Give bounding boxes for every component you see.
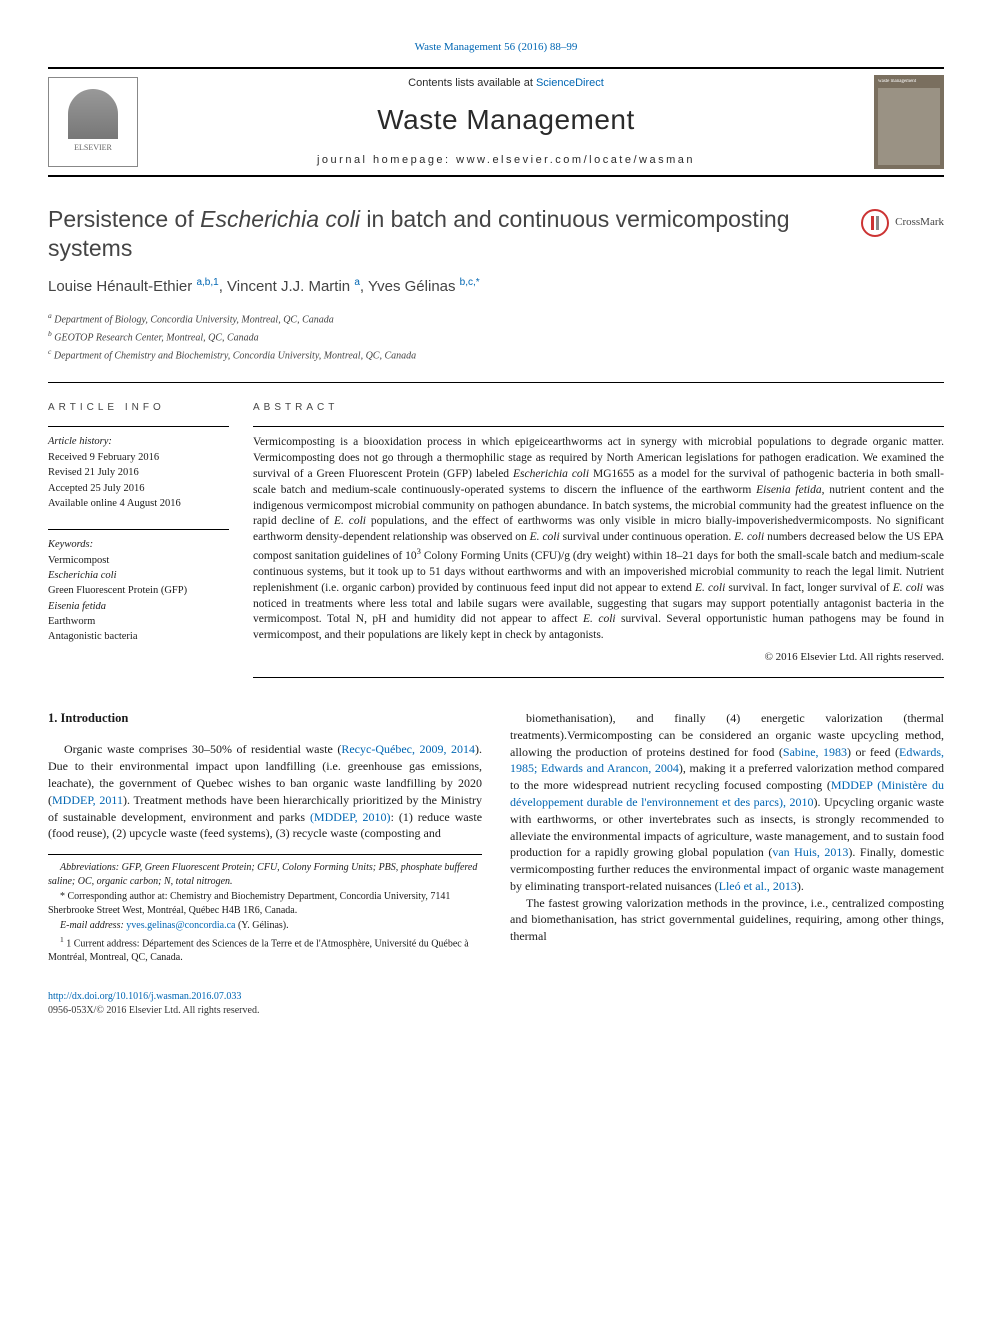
abstract-heading: abstract bbox=[253, 401, 944, 415]
elsevier-tree-icon bbox=[68, 89, 118, 139]
journal-homepage: journal homepage: www.elsevier.com/locat… bbox=[156, 153, 856, 168]
affiliations: a Department of Biology, Concordia Unive… bbox=[48, 310, 944, 364]
body-paragraph: biomethanisation), and finally (4) energ… bbox=[510, 710, 944, 895]
keyword: Eisenia fetida bbox=[48, 600, 229, 614]
abstract-copyright: © 2016 Elsevier Ltd. All rights reserved… bbox=[253, 650, 944, 678]
citation-link[interactable]: Lleó et al., 2013 bbox=[719, 879, 797, 893]
doi-link[interactable]: http://dx.doi.org/10.1016/j.wasman.2016.… bbox=[48, 991, 241, 1002]
abstract-col: abstract Vermicomposting is a biooxidati… bbox=[253, 401, 944, 678]
keyword: Green Fluorescent Protein (GFP) bbox=[48, 584, 229, 598]
footer-meta: http://dx.doi.org/10.1016/j.wasman.2016.… bbox=[48, 990, 944, 1018]
elsevier-logo: ELSEVIER bbox=[48, 77, 138, 167]
keyword: Vermicompost bbox=[48, 554, 229, 568]
issn-copyright: 0956-053X/© 2016 Elsevier Ltd. All right… bbox=[48, 1005, 259, 1016]
citation-link[interactable]: MDDEP, 2011 bbox=[52, 793, 123, 807]
section-heading: 1. Introduction bbox=[48, 710, 482, 728]
footnotes: Abbreviations: GFP, Green Fluorescent Pr… bbox=[48, 854, 482, 964]
citation-link[interactable]: Recyc-Québec, 2009, 2014 bbox=[341, 742, 475, 756]
citation-link[interactable]: (MDDEP, 2010) bbox=[310, 810, 391, 824]
article-history: Article history: Received 9 February 201… bbox=[48, 426, 229, 511]
footnote-current-address: 1 1 Current address: Département des Sci… bbox=[48, 935, 482, 964]
body-col-left: 1. Introduction Organic waste comprises … bbox=[48, 710, 482, 966]
journal-ref-link: Waste Management 56 (2016) 88–99 bbox=[48, 40, 944, 55]
body-columns: 1. Introduction Organic waste comprises … bbox=[48, 710, 944, 966]
authors-line: Louise Hénault-Ethier a,b,1, Vincent J.J… bbox=[48, 276, 944, 297]
keyword: Escherichia coli bbox=[48, 569, 229, 583]
journal-ref[interactable]: Waste Management 56 (2016) 88–99 bbox=[415, 41, 578, 53]
body-col-right: biomethanisation), and finally (4) energ… bbox=[510, 710, 944, 966]
keyword: Antagonistic bacteria bbox=[48, 630, 229, 644]
publisher-label: ELSEVIER bbox=[74, 143, 112, 154]
citation-link[interactable]: Sabine, 1983 bbox=[783, 745, 847, 759]
journal-name: Waste Management bbox=[156, 101, 856, 139]
abstract-text: Vermicomposting is a biooxidation proces… bbox=[253, 426, 944, 644]
email-link[interactable]: yves.gelinas@concordia.ca bbox=[126, 920, 235, 931]
article-info-col: article info Article history: Received 9… bbox=[48, 401, 253, 678]
crossmark-badge[interactable]: CrossMark bbox=[861, 209, 944, 237]
body-paragraph: Organic waste comprises 30–50% of reside… bbox=[48, 741, 482, 842]
crossmark-icon bbox=[861, 209, 889, 237]
footnote-email: E-mail address: yves.gelinas@concordia.c… bbox=[48, 919, 482, 933]
header-center: Contents lists available at ScienceDirec… bbox=[156, 76, 856, 167]
keywords-block: Keywords: Vermicompost Escherichia coli … bbox=[48, 529, 229, 644]
keyword: Earthworm bbox=[48, 615, 229, 629]
citation-link[interactable]: van Huis, 2013 bbox=[772, 845, 848, 859]
contents-line: Contents lists available at ScienceDirec… bbox=[156, 76, 856, 91]
body-paragraph: The fastest growing valorization methods… bbox=[510, 895, 944, 945]
article-info-heading: article info bbox=[48, 401, 229, 415]
journal-header: ELSEVIER Contents lists available at Sci… bbox=[48, 67, 944, 177]
article-title: Persistence of Escherichia coli in batch… bbox=[48, 205, 843, 263]
sciencedirect-link[interactable]: ScienceDirect bbox=[536, 77, 604, 89]
footnote-abbrev: Abbreviations: GFP, Green Fluorescent Pr… bbox=[48, 861, 482, 888]
journal-cover-thumb: waste management bbox=[874, 75, 944, 169]
footnote-corresponding: * Corresponding author at: Chemistry and… bbox=[48, 890, 482, 917]
